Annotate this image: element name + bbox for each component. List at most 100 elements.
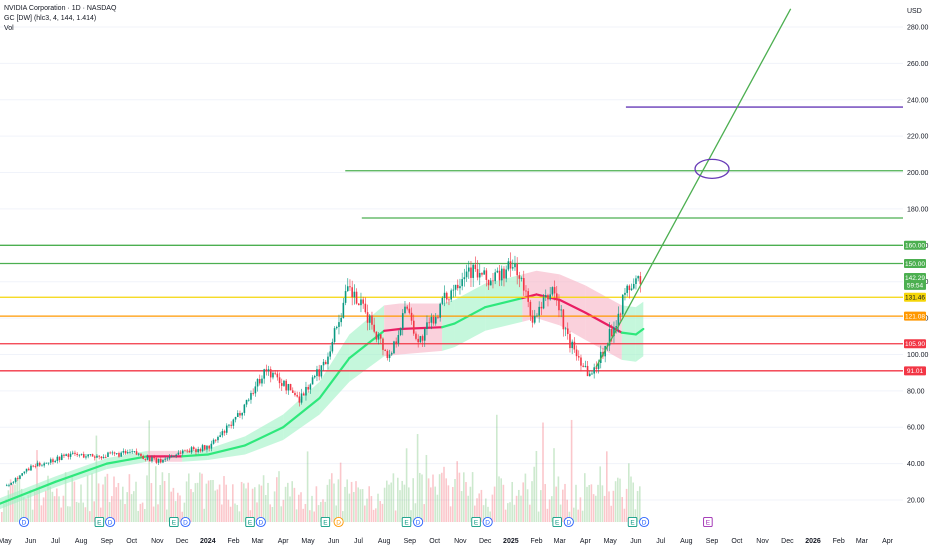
gc-midline-segment [383, 327, 401, 332]
earnings-event-marker[interactable]: E [552, 516, 562, 528]
volume-bar [141, 502, 144, 522]
volume-label[interactable]: Vol [4, 25, 14, 32]
volume-bar [150, 483, 153, 522]
earnings-event-marker[interactable]: E [471, 516, 481, 528]
earnings-event-marker[interactable]: E [401, 516, 412, 528]
volume-bar [379, 501, 381, 522]
volume-bar [590, 484, 593, 522]
candle-body [254, 386, 257, 394]
volume-bar [201, 473, 203, 522]
candle-body [432, 316, 435, 324]
volume-bar [148, 420, 150, 522]
volume-bar [102, 484, 104, 522]
volume-bar [504, 509, 507, 522]
volume-bar [320, 502, 322, 522]
volume-bar [502, 484, 505, 522]
upcoming-event-marker[interactable]: E [703, 516, 713, 528]
volume-bar [273, 491, 276, 522]
candle-body [349, 286, 351, 288]
volume-bar [232, 484, 234, 522]
volume-bar [100, 507, 102, 522]
candle-body [624, 292, 626, 295]
candlesticks [5, 252, 642, 488]
earnings-event-marker[interactable]: E [320, 516, 331, 528]
dividend-event-marker[interactable]: D [180, 516, 191, 528]
candle-body [357, 303, 360, 306]
candle-body [27, 468, 30, 471]
candle-body [415, 333, 417, 339]
candle-body [635, 278, 637, 284]
x-tick-label: Oct [126, 538, 137, 545]
volume-bar [223, 476, 225, 522]
candle-body [525, 290, 527, 292]
indicator-label[interactable]: GC [DW] (hlc3, 4, 144, 1.414) [4, 15, 97, 22]
candle-body [16, 478, 19, 479]
candle-body [307, 386, 309, 390]
candle-body [153, 457, 155, 459]
volume-bar [478, 493, 480, 522]
candle-body [14, 478, 17, 482]
gc-midline-segment [484, 296, 524, 309]
earnings-event-marker[interactable]: E [627, 516, 638, 528]
dividend-event-marker[interactable]: D [563, 516, 574, 528]
volume-bar [526, 489, 529, 522]
volume-bar [434, 486, 436, 522]
volume-bars [1, 414, 641, 522]
candle-body [12, 481, 15, 483]
dividend-event-marker[interactable]: D [413, 516, 424, 528]
dividend-event-marker[interactable]: D [482, 516, 493, 528]
candle-body [184, 450, 186, 452]
volume-bar [137, 510, 139, 522]
dividend-event-marker[interactable]: D [255, 516, 266, 528]
candle-body [322, 361, 325, 366]
volume-bar [342, 511, 344, 522]
x-tick-label: Jul [656, 538, 665, 545]
event-marker-label: D [642, 519, 647, 526]
candle-body [313, 376, 316, 378]
price-label-text: 121.08 [905, 314, 925, 321]
candle-body [553, 287, 556, 294]
chart-title[interactable]: NVIDIA Corporation · 1D · NASDAQ [4, 5, 117, 12]
volume-bar [612, 490, 615, 522]
y-tick-label: 100.00 [907, 352, 929, 359]
volume-bar [227, 499, 230, 522]
split-event-marker[interactable]: D [333, 516, 344, 528]
volume-bar [535, 450, 538, 522]
earnings-event-marker[interactable]: E [169, 516, 179, 528]
candle-body [219, 435, 221, 437]
volume-bar [339, 462, 342, 522]
volume-bar [559, 504, 562, 522]
candle-body [454, 284, 457, 290]
price-label-text: 142.29 [905, 275, 925, 282]
volume-bar [449, 506, 452, 522]
event-marker-label: D [22, 519, 27, 526]
candle-body [520, 278, 523, 279]
volume-bar [454, 478, 456, 522]
volume-bar [603, 495, 606, 522]
candle-body [113, 452, 116, 454]
candle-body [232, 419, 235, 426]
x-tick-label: Sep [101, 538, 114, 545]
volume-bar [557, 476, 560, 522]
x-tick-label: Nov [151, 538, 164, 545]
dividend-event-marker[interactable]: D [18, 516, 30, 528]
trend-line[interactable] [595, 8, 792, 368]
dividend-event-marker[interactable]: D [105, 516, 116, 528]
volume-bar [280, 506, 282, 522]
gc-midline-segment [54, 462, 108, 483]
candle-body [452, 289, 455, 291]
volume-bar [353, 492, 355, 522]
candle-body [38, 462, 41, 466]
earnings-event-marker[interactable]: E [245, 516, 255, 528]
price-label-bg [904, 240, 926, 250]
volume-bar [366, 498, 368, 522]
volume-bar [520, 495, 522, 522]
volume-bar [179, 495, 181, 522]
volume-bar [238, 511, 241, 522]
horizontal-lines[interactable] [0, 106, 903, 372]
volume-bar [335, 505, 337, 522]
earnings-event-marker[interactable]: E [94, 516, 105, 528]
dividend-event-marker[interactable]: D [639, 516, 650, 528]
